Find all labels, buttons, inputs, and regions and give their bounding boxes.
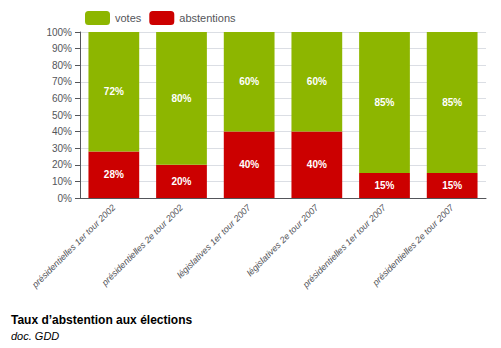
svg-text:60%: 60% bbox=[52, 93, 72, 104]
svg-text:0%: 0% bbox=[58, 193, 73, 204]
svg-text:doc. GDD: doc. GDD bbox=[11, 330, 59, 342]
svg-text:85%: 85% bbox=[442, 97, 462, 108]
svg-text:72%: 72% bbox=[104, 86, 124, 97]
svg-text:10%: 10% bbox=[52, 176, 72, 187]
svg-text:15%: 15% bbox=[374, 180, 394, 191]
svg-text:90%: 90% bbox=[52, 43, 72, 54]
svg-text:40%: 40% bbox=[307, 159, 327, 170]
svg-text:60%: 60% bbox=[307, 76, 327, 87]
svg-text:15%: 15% bbox=[442, 180, 462, 191]
svg-text:80%: 80% bbox=[171, 93, 191, 104]
svg-text:40%: 40% bbox=[239, 159, 259, 170]
svg-text:70%: 70% bbox=[52, 76, 72, 87]
svg-text:80%: 80% bbox=[52, 60, 72, 71]
svg-text:30%: 30% bbox=[52, 143, 72, 154]
svg-text:Taux d’abstention aux élection: Taux d’abstention aux élections bbox=[11, 313, 192, 327]
svg-text:100%: 100% bbox=[46, 27, 72, 38]
svg-text:20%: 20% bbox=[52, 159, 72, 170]
svg-text:présidentielles 1er tour 2007: présidentielles 1er tour 2007 bbox=[300, 202, 388, 290]
svg-text:présidentielles 1er tour 2002: présidentielles 1er tour 2002 bbox=[30, 202, 118, 290]
svg-text:60%: 60% bbox=[239, 76, 259, 87]
svg-text:28%: 28% bbox=[104, 169, 124, 180]
svg-text:85%: 85% bbox=[374, 97, 394, 108]
svg-text:présidentielles 2e tour 2002: présidentielles 2e tour 2002 bbox=[99, 202, 185, 288]
svg-text:50%: 50% bbox=[52, 110, 72, 121]
svg-text:votes: votes bbox=[115, 12, 142, 24]
svg-text:20%: 20% bbox=[171, 176, 191, 187]
svg-text:40%: 40% bbox=[52, 126, 72, 137]
svg-text:abstentions: abstentions bbox=[179, 12, 236, 24]
svg-text:présidentielles 2e tour 2007: présidentielles 2e tour 2007 bbox=[370, 202, 457, 289]
svg-text:législatives 1er tour 2007: législatives 1er tour 2007 bbox=[175, 202, 253, 280]
svg-text:législatives 2e tour 2007: législatives 2e tour 2007 bbox=[245, 202, 321, 278]
